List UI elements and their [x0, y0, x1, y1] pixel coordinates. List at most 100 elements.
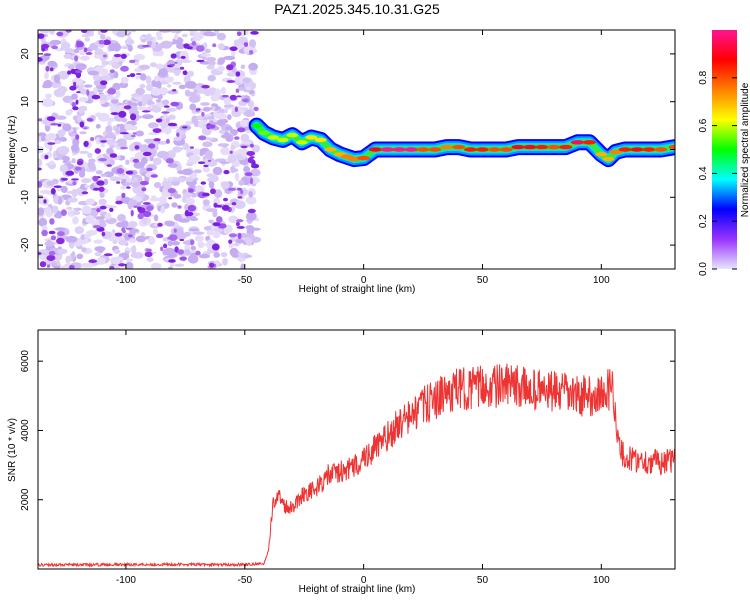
noise-blob-strong: [79, 121, 85, 128]
noise-blob-strong: [123, 105, 132, 110]
noise-blob-strong: [83, 47, 88, 53]
noise-blob-light: [184, 80, 197, 89]
noise-blob-light: [94, 251, 102, 257]
noise-blob-light: [245, 196, 257, 205]
noise-blob-light: [228, 215, 239, 224]
noise-blob-strong: [141, 110, 151, 113]
noise-blob-light: [178, 218, 190, 223]
spectrogram-y-tick-label: -10: [20, 190, 31, 205]
noise-blob-light: [79, 131, 87, 135]
noise-blob-light: [174, 263, 185, 267]
noise-blob-light: [176, 43, 186, 50]
signal-track-point: [380, 147, 395, 152]
noise-blob-strong: [201, 111, 205, 117]
noise-blob-light: [213, 228, 224, 233]
noise-blob-strong: [229, 150, 233, 154]
snr-x-tick-label: 0: [361, 575, 367, 586]
noise-blob-light: [111, 61, 121, 69]
noise-blob-light: [73, 48, 80, 54]
noise-blob-light: [195, 185, 203, 192]
noise-blob-strong: [229, 46, 238, 51]
noise-blob-strong: [38, 181, 43, 188]
noise-blob-light: [70, 144, 80, 152]
noise-blob-light: [140, 73, 147, 81]
noise-blob-light: [205, 150, 214, 159]
noise-blob-strong: [99, 187, 104, 190]
noise-blob-light: [204, 91, 211, 97]
noise-blob-strong: [235, 88, 240, 93]
noise-blob-strong: [125, 170, 134, 175]
noise-blob-light: [67, 197, 78, 203]
noise-blob-light: [43, 80, 53, 89]
noise-blob-light: [84, 184, 91, 188]
noise-blob-light: [215, 112, 227, 120]
noise-blob-light: [189, 103, 197, 111]
noise-blob-strong: [129, 59, 136, 64]
noise-blob-light: [95, 216, 105, 220]
spectrogram-y-tick-label: 0: [20, 146, 31, 152]
noise-blob-light: [165, 117, 170, 124]
noise-blob-light: [60, 46, 69, 51]
noise-blob-strong: [96, 180, 105, 186]
noise-blob-light: [235, 238, 244, 244]
noise-blob-light: [163, 126, 172, 135]
noise-blob-light: [244, 130, 252, 134]
noise-blob-strong: [140, 180, 149, 186]
noise-blob-light: [152, 157, 162, 166]
noise-blob-light: [84, 37, 91, 42]
signal-track-point: [368, 147, 383, 152]
noise-blob-strong: [83, 127, 88, 130]
colorbar-bar: [712, 30, 737, 269]
noise-blob-light: [55, 115, 67, 120]
noise-blob-strong: [116, 181, 121, 184]
snr-y-tick-label: 6000: [20, 350, 31, 373]
snr-x-tick-label: -50: [238, 575, 253, 586]
noise-blob-strong: [167, 188, 176, 194]
noise-blob-strong: [46, 255, 56, 261]
noise-blob-light: [167, 67, 176, 73]
signal-track-point: [277, 137, 289, 143]
noise-blob-strong: [155, 118, 163, 123]
noise-blob-light: [81, 247, 87, 253]
noise-blob-light: [94, 246, 106, 252]
noise-blob-light: [80, 178, 92, 184]
noise-blob-strong: [211, 243, 220, 251]
noise-blob-light: [141, 107, 151, 111]
colorbar-label: Normalized spectral amplitude: [740, 82, 750, 217]
noise-blob-light: [100, 34, 106, 40]
spectrogram-x-tick-label: -50: [238, 275, 253, 286]
noise-blob-light: [159, 30, 172, 33]
noise-blob-strong: [214, 204, 223, 208]
noise-blob-light: [128, 238, 137, 244]
noise-blob-light: [156, 150, 169, 159]
noise-blob-strong: [125, 227, 133, 230]
noise-blob-light: [39, 30, 51, 34]
noise-blob-strong: [88, 259, 97, 264]
noise-blob-strong: [212, 43, 217, 48]
noise-blob-light: [95, 123, 101, 129]
noise-blob-strong: [223, 197, 228, 202]
spectrogram-y-ticks: -20 -10 0 10 20: [20, 48, 675, 252]
noise-blob-strong: [168, 259, 176, 263]
noise-blob-strong: [195, 109, 200, 112]
noise-blob-light: [160, 206, 166, 214]
noise-blob-light: [93, 239, 103, 244]
noise-blob-strong: [75, 166, 82, 171]
signal-track-point: [404, 147, 419, 152]
noise-blob-light: [129, 144, 136, 152]
noise-blob-light: [239, 108, 246, 114]
noise-blob-strong: [56, 237, 65, 245]
noise-blob-light: [99, 100, 106, 105]
noise-blob-light: [240, 148, 248, 158]
noise-blob-light: [146, 33, 152, 42]
noise-blob-light: [240, 263, 245, 269]
noise-blob-light: [79, 50, 86, 56]
noise-blob-strong: [152, 128, 162, 134]
noise-blob-light: [55, 139, 61, 144]
noise-blob-light: [85, 215, 96, 224]
noise-blob-light: [57, 70, 69, 80]
noise-blob-strong: [182, 126, 188, 129]
noise-blob-light: [77, 115, 82, 122]
noise-blob-strong: [179, 256, 187, 261]
noise-blob-light: [234, 172, 240, 182]
